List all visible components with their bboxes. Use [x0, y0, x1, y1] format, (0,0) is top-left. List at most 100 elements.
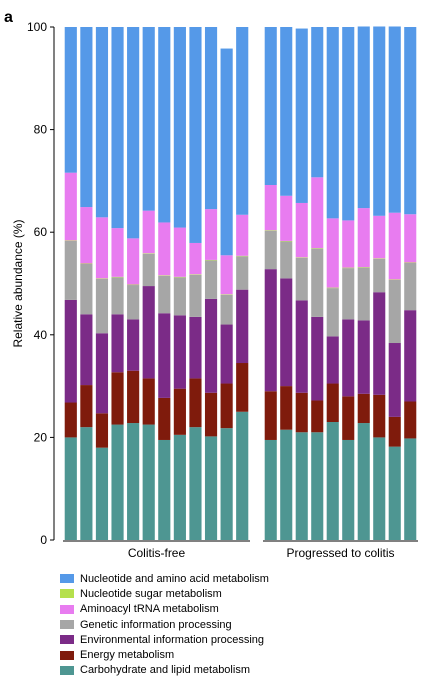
bar-segment-6 [311, 177, 324, 249]
bar-segment-2 [342, 396, 355, 440]
y-tick-label: 20 [34, 430, 48, 444]
legend-label: Environmental information processing [80, 633, 265, 646]
bar-segment-4 [264, 230, 277, 270]
bar-segment-3 [264, 269, 277, 392]
bar-segment-5 [189, 274, 202, 275]
bar-segment-7 [127, 27, 140, 239]
group-label: Colitis-free [128, 546, 186, 560]
bar-segment-4 [127, 285, 140, 320]
bar-segment-2 [80, 385, 93, 428]
bar-segment-5 [158, 275, 171, 276]
legend-item: Energy metabolism [60, 647, 269, 662]
bar-segment-3 [342, 319, 355, 397]
y-tick-label: 0 [40, 533, 47, 547]
bar-segment-7 [311, 27, 324, 178]
bar-segment-4 [95, 278, 109, 334]
y-tick-label: 100 [27, 20, 47, 34]
bar-segment-1 [311, 432, 324, 540]
bar-segment-3 [388, 343, 401, 417]
bar-segment-7 [204, 27, 218, 210]
bar-segment-6 [189, 242, 202, 275]
bar-segment-6 [111, 228, 124, 277]
bar-segment-3 [204, 298, 218, 393]
bar-segment-7 [158, 27, 171, 223]
bar-segment-5 [388, 279, 401, 280]
bar-segment-5 [142, 253, 155, 254]
bar-segment-2 [127, 370, 140, 424]
bar-segment-4 [220, 294, 233, 325]
bar-segment-4 [357, 267, 370, 321]
bar-segment-5 [342, 267, 355, 269]
bar-segment-6 [357, 208, 370, 268]
bar-segment-5 [326, 287, 339, 289]
bar-segment-3 [158, 313, 171, 398]
bar-segment-3 [95, 333, 109, 414]
bar-segment-5 [236, 255, 249, 257]
bar-segment-4 [111, 277, 124, 315]
bar-segment-4 [173, 277, 186, 316]
bar-segment-7 [142, 27, 155, 211]
bar-segment-2 [373, 394, 386, 438]
bar-segment-3 [173, 315, 186, 389]
bar-segment-1 [111, 424, 124, 540]
bar-segment-1 [280, 429, 293, 540]
bar-segment-5 [64, 240, 77, 241]
bar-segment-1 [220, 428, 233, 540]
panel-label: a [4, 9, 13, 26]
bar-segment-1 [127, 423, 140, 540]
bar-segment-1 [326, 422, 339, 540]
bar-segment-4 [204, 260, 218, 299]
bar-segment-5 [95, 278, 109, 279]
bar-segment-1 [373, 437, 386, 540]
bar-segment-1 [295, 432, 308, 540]
bar-segment-6 [220, 255, 233, 295]
bar-segment-6 [264, 185, 277, 231]
bar-segment-4 [280, 241, 293, 279]
bar-segment-1 [158, 439, 171, 540]
bar-segment-7 [236, 27, 249, 215]
bar-segment-3 [127, 319, 140, 371]
bar-segment-7 [357, 26, 370, 209]
bar-segment-1 [236, 411, 249, 540]
legend-item: Environmental information processing [60, 632, 269, 647]
bar-segment-2 [95, 413, 109, 448]
bar-segment-6 [142, 210, 155, 254]
legend-swatch [60, 574, 74, 584]
legend-label: Carbohydrate and lipid metabolism [80, 664, 250, 677]
bar-segment-7 [220, 48, 233, 256]
bar-segment-2 [142, 378, 155, 425]
bar-segment-1 [388, 446, 401, 540]
bar-segment-2 [388, 416, 401, 447]
bar-segment-3 [404, 310, 417, 402]
legend-label: Nucleotide and amino acid metabolism [80, 572, 269, 585]
bar-segment-5 [173, 276, 186, 278]
bar-segment-3 [111, 314, 124, 373]
legend-label: Nucleotide sugar metabolism [80, 587, 222, 600]
bar-segment-4 [64, 240, 77, 300]
bar-segment-2 [173, 388, 186, 435]
bar-segment-6 [173, 227, 186, 277]
bar-segment-6 [158, 222, 171, 276]
bar-segment-4 [326, 288, 339, 337]
bar-segment-3 [295, 300, 308, 393]
bar-segment-7 [111, 27, 124, 229]
bar-segment-2 [64, 402, 77, 438]
bar-segment-2 [311, 400, 324, 433]
bar-segment-3 [142, 286, 155, 379]
bar-segment-4 [388, 279, 401, 344]
bar-segment-3 [80, 314, 93, 386]
bar-segment-1 [189, 427, 202, 540]
legend-item: Genetic information processing [60, 617, 269, 632]
group-label: Progressed to colitis [286, 546, 394, 560]
bar-segment-3 [64, 299, 77, 403]
bar-segment-7 [173, 27, 186, 228]
bar-segment-6 [95, 217, 109, 279]
bar-segment-2 [404, 401, 417, 439]
bar-segment-6 [295, 202, 308, 258]
bar-segment-2 [295, 392, 308, 433]
legend-swatch [60, 650, 74, 660]
bar-segment-4 [373, 258, 386, 293]
bar-segment-1 [142, 424, 155, 540]
bar-segment-4 [295, 257, 308, 301]
bar-segment-7 [342, 27, 355, 221]
